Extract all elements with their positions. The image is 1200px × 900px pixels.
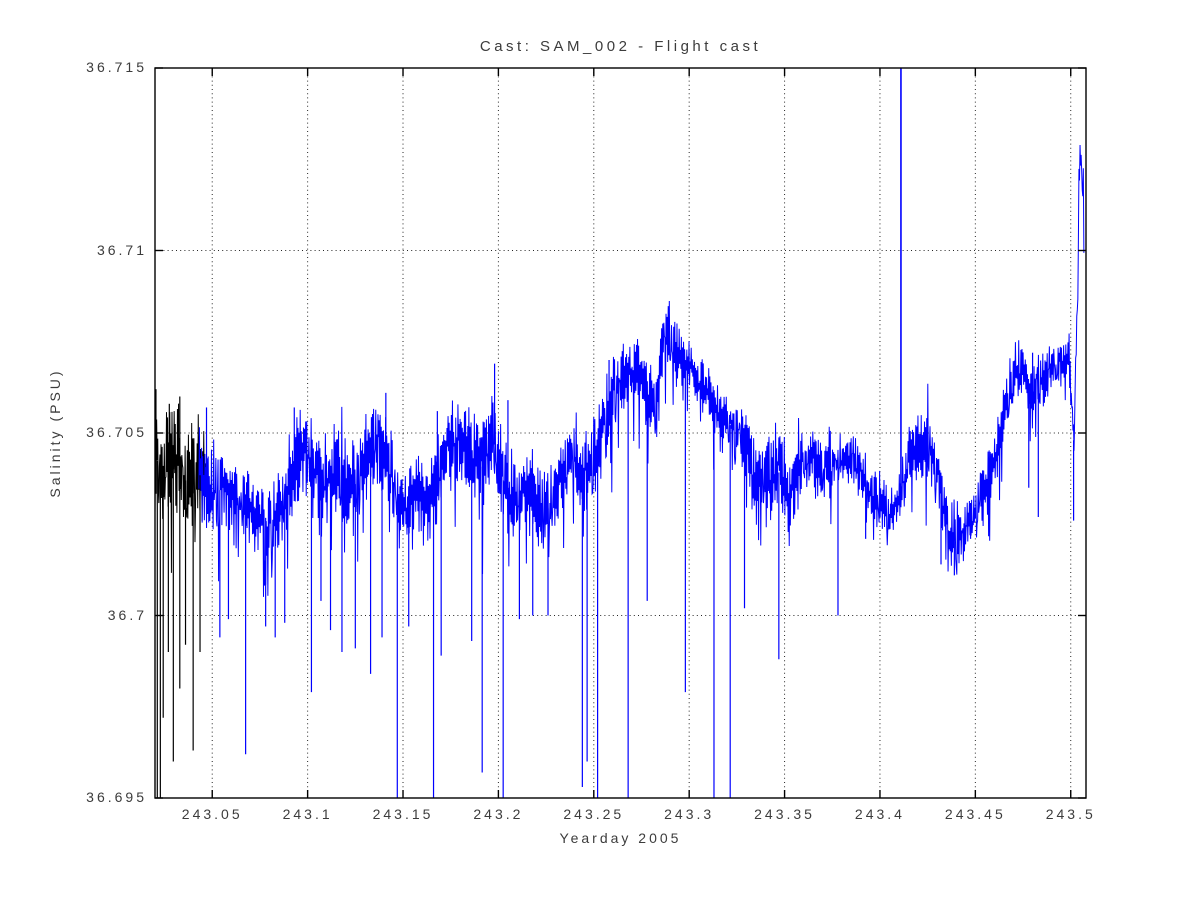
y-tick-label: 36.71 xyxy=(96,241,147,258)
x-axis-label: Yearday 2005 xyxy=(559,830,682,846)
y-tick-label: 36.7 xyxy=(107,606,147,623)
x-tick-label: 243.15 xyxy=(372,806,434,822)
x-tick-label: 243.3 xyxy=(664,806,715,822)
x-tick-label: 243.2 xyxy=(473,806,524,822)
axis-layer xyxy=(154,67,1087,799)
x-tick-label: 243.5 xyxy=(1045,806,1096,822)
plot-title: Cast: SAM_002 - Flight cast xyxy=(479,38,762,55)
y-tick-label: 36.715 xyxy=(86,59,147,75)
x-tick-label: 243.25 xyxy=(563,806,625,822)
y-tick-label: 36.695 xyxy=(86,789,147,805)
x-tick-label: 243.45 xyxy=(944,806,1006,822)
y-tick-label: 36.705 xyxy=(86,424,147,440)
x-tick-label: 243.05 xyxy=(181,806,243,822)
series-cast-blue xyxy=(198,144,1085,597)
x-tick-label: 243.35 xyxy=(754,806,815,822)
x-tick-label: 243.4 xyxy=(854,806,905,822)
x-tick-label: 243.1 xyxy=(282,806,333,822)
data-layer xyxy=(154,68,1085,798)
